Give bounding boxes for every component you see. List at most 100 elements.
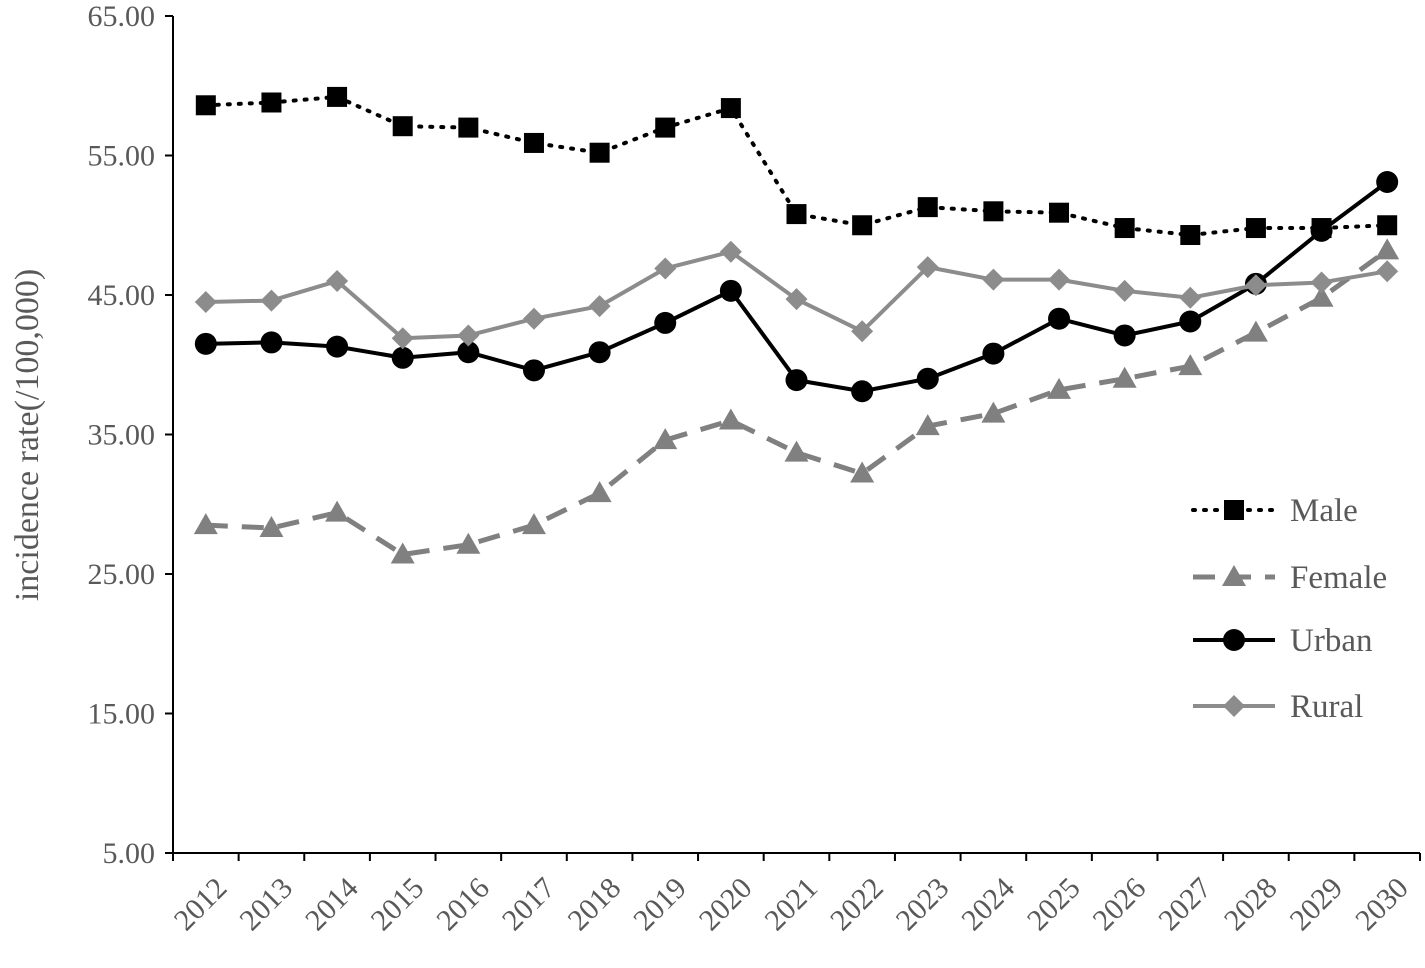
y-tick-label: 15.00 [88, 698, 156, 731]
legend-label: Urban [1290, 623, 1372, 659]
y-tick-label: 45.00 [88, 279, 156, 312]
data-point-rural [391, 327, 414, 350]
data-point-rural [457, 324, 480, 347]
data-point-female [653, 428, 678, 450]
data-point-urban [588, 341, 611, 364]
data-point-female [1309, 285, 1334, 307]
data-point-urban [851, 380, 874, 403]
data-point-rural [1113, 279, 1136, 302]
y-ticks: 5.00 15.00 25.00 35.00 45.00 55.00 65.00 [88, 0, 173, 870]
x-tick-label: 2017 [496, 871, 562, 937]
y-tick-label: 5.00 [103, 837, 156, 870]
legend-item-urban: Urban [1193, 623, 1372, 659]
data-point-rural [1179, 286, 1202, 309]
data-point-male [327, 86, 348, 107]
data-point-female [456, 532, 481, 554]
data-point-female [1375, 238, 1400, 260]
y-tick-label: 55.00 [88, 140, 156, 173]
x-ticks: 2012 2013 2014 2015 2016 2017 2018 2019 2020 2021… [168, 853, 1421, 937]
legend-label: Female [1290, 560, 1387, 596]
data-point-rural [982, 268, 1005, 291]
x-tick-label: 2013 [233, 871, 299, 937]
data-point-urban [260, 331, 283, 354]
data-point-female [259, 515, 284, 537]
x-tick-label: 2018 [561, 871, 627, 937]
data-point-rural [1244, 274, 1267, 297]
data-point-rural [654, 257, 677, 280]
data-point-rural [916, 256, 939, 279]
data-point-male [1245, 218, 1266, 239]
data-point-female [1243, 320, 1268, 342]
data-point-female [981, 401, 1006, 423]
data-point-urban [1048, 307, 1071, 330]
data-point-urban [457, 341, 480, 364]
data-point-urban [1310, 219, 1333, 242]
x-tick-label: 2021 [758, 871, 824, 937]
data-point-male [983, 201, 1004, 222]
data-point-female [390, 542, 415, 564]
data-point-male [917, 197, 938, 218]
axes [172, 16, 1420, 854]
data-point-female [193, 513, 218, 535]
data-point-male [720, 98, 741, 119]
data-point-male [1180, 225, 1201, 246]
data-point-rural [1376, 260, 1399, 283]
legend: Male Female Urban Rural [1191, 493, 1387, 725]
data-point-rural [1310, 271, 1333, 294]
y-tick-label: 25.00 [88, 558, 156, 591]
legend-marker [1222, 565, 1246, 586]
data-point-male [786, 204, 807, 225]
data-point-rural [851, 320, 874, 343]
data-point-male [655, 117, 676, 138]
legend-item-rural: Rural [1193, 689, 1363, 725]
data-point-female [1112, 366, 1137, 388]
data-point-female [915, 414, 940, 436]
data-point-urban [194, 332, 217, 355]
series-rural [194, 240, 1399, 350]
x-tick-label: 2015 [365, 871, 431, 937]
x-tick-label: 2012 [168, 871, 234, 937]
data-point-rural [260, 289, 283, 312]
data-point-male [1114, 218, 1135, 239]
data-point-male [1049, 202, 1070, 223]
x-tick-label: 2030 [1349, 871, 1415, 937]
data-point-rural [522, 307, 545, 330]
x-tick-label: 2016 [430, 871, 496, 937]
data-point-male [523, 132, 544, 153]
legend-item-female: Female [1193, 560, 1387, 596]
data-point-urban [522, 359, 545, 382]
data-point-male [195, 95, 216, 116]
x-tick-label: 2019 [627, 871, 693, 937]
data-point-urban [916, 367, 939, 390]
series-female [193, 238, 1400, 564]
x-tick-label: 2025 [1021, 871, 1087, 937]
series-male [195, 86, 1398, 246]
x-tick-label: 2028 [1218, 871, 1284, 937]
legend-label: Male [1290, 493, 1358, 529]
legend-marker [1224, 500, 1244, 520]
data-point-urban [326, 335, 349, 358]
data-point-urban [391, 346, 414, 369]
data-point-urban [1179, 310, 1202, 333]
data-point-male [458, 117, 479, 138]
data-point-rural [588, 295, 611, 318]
series-layer [193, 86, 1400, 564]
x-tick-label: 2027 [1152, 871, 1218, 937]
data-point-urban [1376, 171, 1399, 194]
x-tick-label: 2022 [824, 871, 890, 937]
data-point-male [261, 92, 282, 113]
data-point-rural [785, 288, 808, 311]
data-point-rural [719, 240, 742, 263]
y-axis-title: incidence rate(/100,000) [9, 269, 46, 601]
legend-label: Rural [1290, 689, 1363, 725]
x-tick-label: 2026 [1087, 871, 1153, 937]
data-point-rural [1048, 268, 1071, 291]
data-point-female [1178, 354, 1203, 376]
x-tick-label: 2014 [299, 871, 365, 937]
data-point-male [852, 215, 873, 236]
legend-marker [1223, 695, 1245, 717]
data-point-female [325, 500, 350, 522]
data-point-urban [654, 311, 677, 334]
data-point-female [1047, 377, 1072, 399]
data-point-male [1377, 215, 1398, 236]
